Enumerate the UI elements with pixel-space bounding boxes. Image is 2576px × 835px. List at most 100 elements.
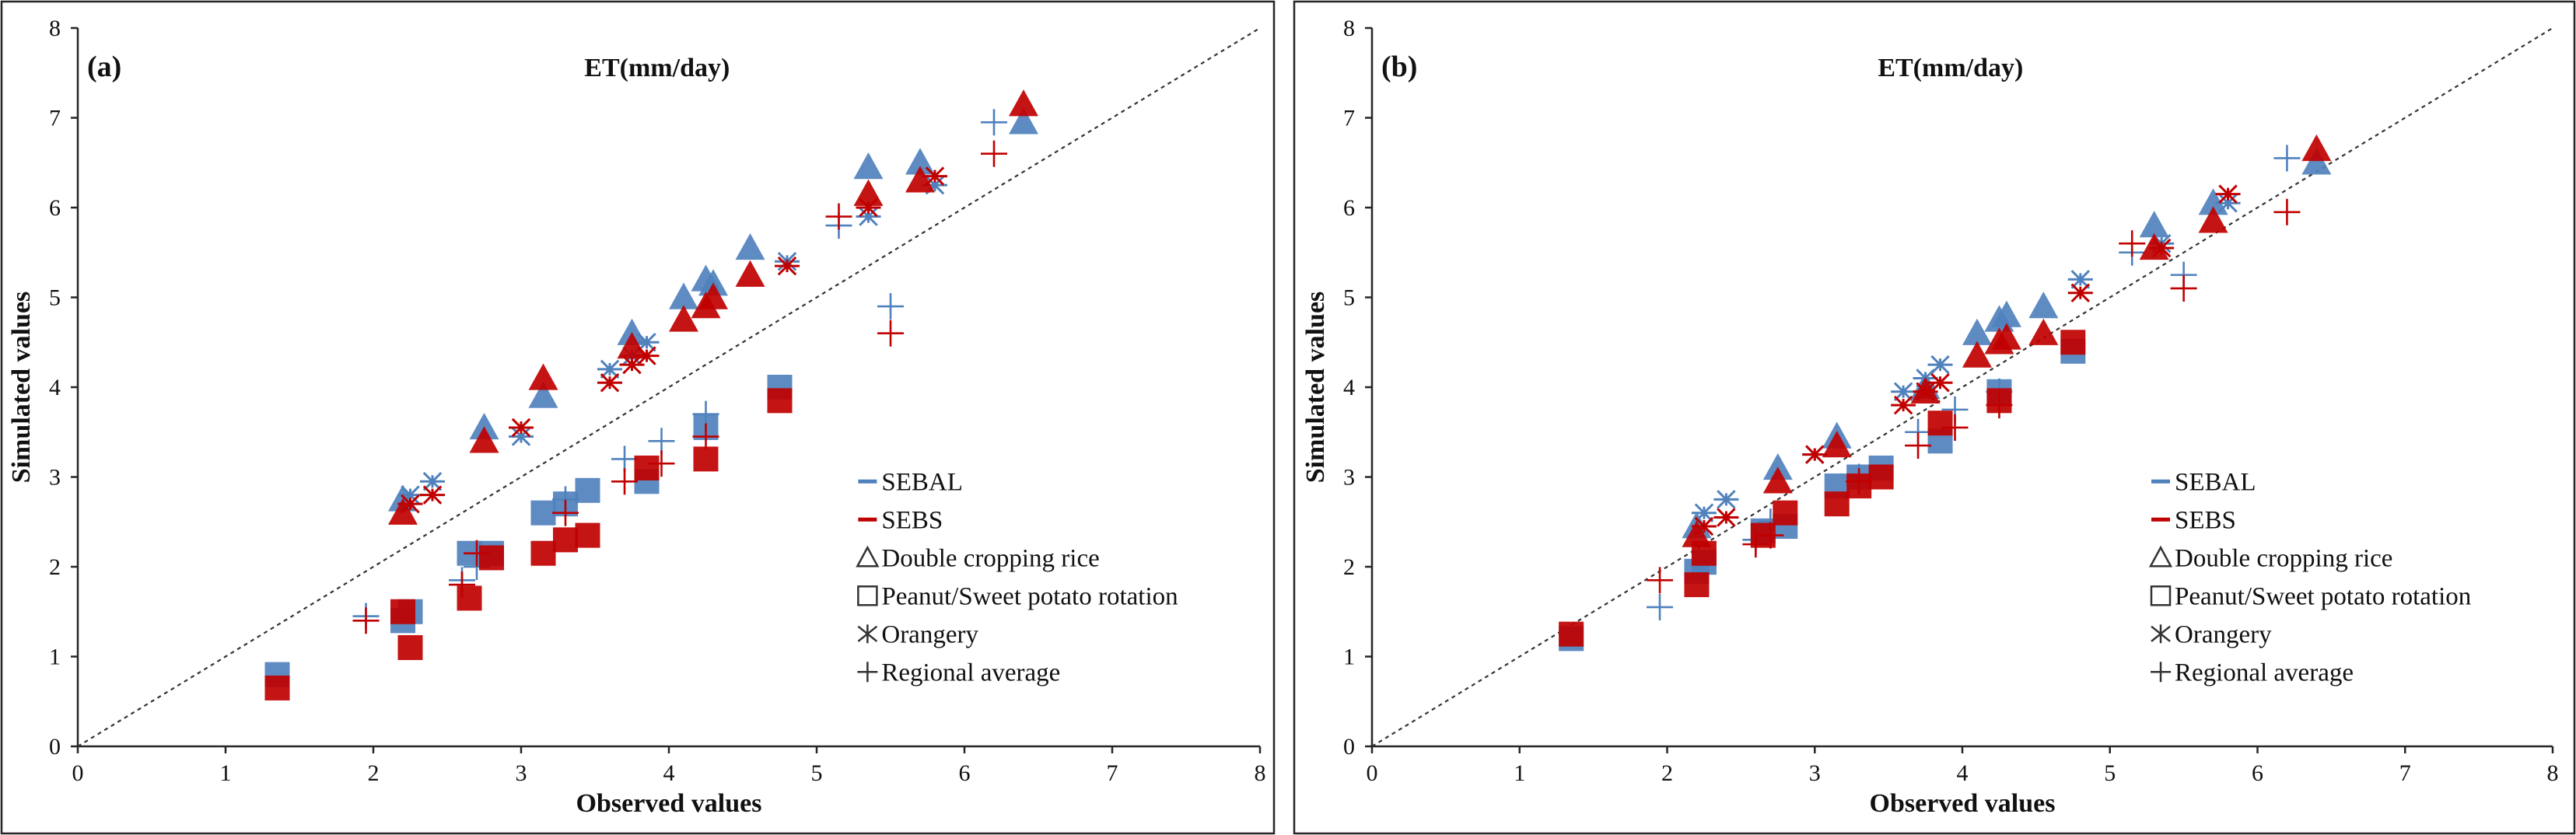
data-point-sebal-asterisk	[2067, 270, 2093, 289]
data-point-sebal-triangle	[1962, 318, 1992, 345]
x-tick-label: 3	[1809, 760, 1821, 786]
data-point-sebs-plus	[449, 571, 475, 599]
data-point-sebs-square	[2060, 330, 2086, 355]
y-tick-label: 3	[1343, 465, 1355, 491]
data-point-sebs-square	[479, 545, 504, 571]
data-point-sebs-plus	[1941, 414, 1969, 441]
data-point-sebs-square	[767, 388, 793, 414]
data-point-sebs-square	[1559, 621, 1584, 647]
legend-symbol-peanut	[2150, 585, 2172, 606]
legend-label-orangery: Orangery	[881, 620, 978, 648]
x-tick-label: 7	[1107, 760, 1118, 786]
data-point-sebs-plus	[2170, 274, 2197, 302]
chart-title: ET(mm/day)	[1878, 54, 2023, 82]
data-point-sebal-square	[530, 500, 556, 526]
data-point-sebs-plus	[1905, 432, 1932, 459]
one-to-one-line	[77, 27, 1261, 747]
data-point-sebal-triangle	[669, 282, 698, 309]
data-point-sebs-square	[634, 455, 660, 480]
data-point-sebs-triangle	[1762, 466, 1793, 494]
x-tick-label: 5	[811, 760, 823, 786]
data-point-sebs-plus	[877, 320, 904, 347]
legend-symbol-regional	[2151, 662, 2172, 683]
data-point-sebs-triangle	[735, 260, 765, 287]
panel-a: 0 1 2 3 4 5 6 7 8 0 1 2 3 4 5 6 7 8 Observed values Simulat…	[0, 0, 1276, 835]
data-point-sebal-triangle	[735, 232, 765, 260]
y-tick-label: 2	[49, 554, 61, 580]
legend-label-peanut: Peanut/Sweet potato rotation	[2175, 582, 2471, 610]
series-sebs-plus	[1647, 198, 2301, 594]
data-point-sebs-square	[1691, 540, 1717, 566]
data-point-sebal-triangle	[2139, 211, 2169, 238]
data-point-sebal-plus	[611, 445, 638, 473]
chart-title: ET(mm/day)	[584, 54, 730, 82]
data-point-sebs-square	[457, 585, 482, 611]
data-point-sebs-asterisk	[1713, 508, 1739, 527]
data-point-sebal-triangle	[2198, 188, 2228, 215]
data-point-sebal-plus	[692, 400, 719, 428]
data-point-sebs-triangle	[2028, 318, 2059, 345]
data-point-sebal-asterisk	[420, 472, 445, 491]
legend-symbol-orangery	[857, 624, 878, 644]
y-tick-label: 7	[1343, 106, 1355, 131]
data-point-sebal-asterisk	[597, 359, 622, 379]
legend-label-SEBAL: SEBAL	[2175, 468, 2256, 496]
data-point-sebs-plus	[692, 423, 719, 450]
data-point-sebs-triangle	[2198, 206, 2228, 233]
data-point-sebal-plus	[877, 293, 904, 320]
data-point-sebs-plus	[981, 140, 1007, 167]
data-point-sebs-square	[1927, 411, 1953, 436]
one-to-one-line	[1371, 27, 2553, 747]
legend-label-SEBS: SEBS	[2175, 506, 2236, 534]
x-tick-label: 1	[220, 760, 232, 786]
y-axis-title: Simulated values	[1301, 292, 1330, 484]
y-tick-label: 6	[49, 195, 61, 221]
data-point-sebal-square	[575, 477, 600, 503]
legend-label-SEBS: SEBS	[881, 506, 943, 534]
data-point-sebal-triangle	[853, 152, 884, 180]
series-sebs-asterisk	[397, 166, 947, 514]
series-sebs-square	[264, 388, 793, 700]
data-point-sebs-square	[397, 634, 423, 660]
data-point-sebs-asterisk	[856, 197, 881, 218]
legend-label-peanut: Peanut/Sweet potato rotation	[881, 582, 1178, 610]
data-point-sebs-asterisk	[509, 418, 534, 438]
data-point-sebs-plus	[2119, 230, 2146, 257]
data-point-sebs-square	[693, 446, 719, 472]
data-point-sebal-triangle	[698, 269, 728, 296]
data-point-sebal-asterisk	[1713, 490, 1739, 509]
x-tick-label: 0	[1367, 760, 1378, 786]
data-point-sebs-square	[1684, 572, 1710, 598]
data-point-sebs-asterisk	[922, 166, 947, 186]
x-tick-label: 6	[959, 760, 971, 786]
y-axis-title: Simulated values	[7, 292, 36, 484]
data-point-sebs-triangle	[1822, 431, 1852, 458]
data-point-sebal-plus	[1647, 593, 1674, 620]
y-tick-label: 7	[49, 106, 61, 131]
data-point-sebs-triangle	[2301, 134, 2332, 162]
data-point-sebs-square	[575, 522, 600, 548]
data-point-sebal-triangle	[1762, 452, 1793, 480]
data-point-sebs-asterisk	[2215, 184, 2241, 204]
panel-frame	[0, 0, 1276, 835]
data-point-sebs-plus	[825, 203, 852, 230]
data-point-sebs-asterisk	[2067, 283, 2093, 302]
legend-label-regional: Regional average	[881, 659, 1060, 687]
legend-label-orangery: Orangery	[2175, 620, 2272, 648]
y-tick-label: 0	[49, 734, 61, 760]
data-point-sebs-asterisk	[2149, 238, 2175, 258]
data-point-sebs-plus	[611, 468, 638, 495]
data-point-sebs-triangle	[1991, 323, 2021, 350]
data-point-sebs-asterisk	[420, 485, 445, 505]
data-point-sebs-plus	[464, 540, 490, 567]
panel-label: (b)	[1381, 51, 1417, 83]
y-tick-label: 4	[49, 375, 61, 400]
data-point-sebs-triangle	[617, 332, 647, 359]
data-point-sebs-square	[1868, 464, 1894, 490]
data-point-sebs-triangle	[669, 305, 698, 332]
legend: SEBAL SEBS Double cropping rice Peanut/Swee…	[856, 468, 1178, 687]
data-point-sebal-plus	[2273, 145, 2301, 172]
data-point-sebal-asterisk	[1927, 355, 1953, 375]
data-point-sebs-plus	[1757, 522, 1784, 549]
data-point-sebal-plus	[981, 109, 1007, 136]
